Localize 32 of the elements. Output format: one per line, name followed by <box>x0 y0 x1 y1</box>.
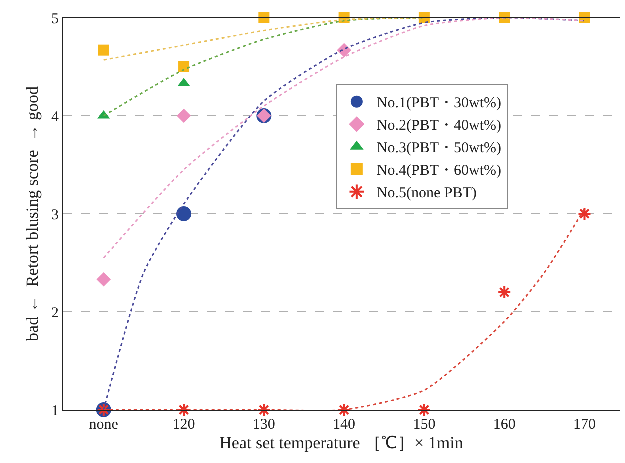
x-tick-label: 150 <box>413 417 436 433</box>
legend-label: No.2(PBT・40wt%) <box>376 118 502 134</box>
x-tick-label: 160 <box>493 417 516 433</box>
x-tick-label: 120 <box>172 417 196 433</box>
point <box>177 403 192 417</box>
point <box>578 207 592 221</box>
point <box>98 44 110 56</box>
x-tick-label: 130 <box>252 417 276 433</box>
x-tick-label: 170 <box>573 417 596 433</box>
x-tick-label: 140 <box>333 417 356 433</box>
legend-label: No.3(PBT・50wt%) <box>376 140 502 157</box>
y-tick-label: 3 <box>52 207 59 224</box>
point <box>96 272 112 287</box>
point <box>176 206 192 222</box>
point <box>176 108 192 124</box>
point <box>178 62 190 72</box>
y-tick-label: 4 <box>52 109 60 126</box>
legend-label: No.4(PBT・60wt%) <box>376 163 502 180</box>
point <box>258 12 270 24</box>
y-tick-label: 1 <box>52 403 59 420</box>
legend-label: No.1(PBT・30wt%) <box>376 96 502 112</box>
y-axis-title: bad ← Retort blusing score → good <box>23 86 42 342</box>
x-tick-label: none <box>89 417 119 433</box>
legend-label: No.5(none PBT) <box>376 186 477 202</box>
point <box>337 43 352 58</box>
point <box>498 285 512 300</box>
y-tick-label: 5 <box>52 11 59 28</box>
y-tick-label: 2 <box>52 305 59 322</box>
point <box>337 403 352 417</box>
point <box>257 403 272 417</box>
x-axis-title: Heat set temperature ［℃］× 1min <box>220 433 464 452</box>
point <box>417 403 432 417</box>
